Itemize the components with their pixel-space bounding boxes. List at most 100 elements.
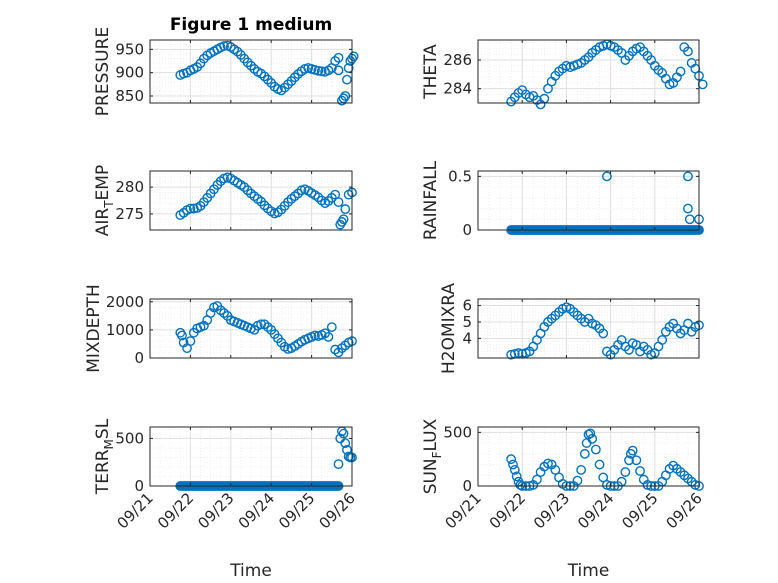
pressure-data-point	[219, 41, 229, 51]
air-temp-data-point	[313, 192, 324, 203]
mixdepth-axes-box	[149, 298, 353, 359]
sun-flux-data-point	[627, 445, 638, 456]
air-temp-data-point	[333, 197, 344, 208]
mixdepth-data-point	[185, 336, 196, 347]
terr-msl-data-point	[338, 428, 349, 439]
rainfall-ytick-label: 0	[462, 221, 472, 239]
air-temp-data-point	[336, 217, 347, 227]
theta-data-point	[697, 79, 708, 90]
air-temp-data-point	[335, 219, 346, 230]
sun-flux-xtick-label: 09/24	[574, 489, 617, 532]
rainfall-data-point	[683, 203, 693, 214]
air-temp-data-point	[242, 185, 253, 196]
rainfall-axes: 0 0.5 RAINFALL	[421, 160, 704, 240]
sun-flux-ytick-label: 0	[462, 477, 472, 495]
sun-flux-data-point	[515, 480, 526, 490]
terr-msl-ylabel: TERRMSL	[93, 418, 116, 495]
pressure-data-point	[289, 72, 300, 83]
sun-flux-xlabel: Time	[567, 561, 610, 581]
sun-flux-data-point	[576, 465, 587, 475]
sun-flux-xtick-label: 09/22	[486, 489, 529, 532]
pressure-data-point	[316, 66, 327, 77]
rainfall-plot-area	[478, 171, 699, 230]
air-temp-axes-box	[149, 170, 353, 231]
sun-flux-data-point	[585, 428, 596, 439]
sun-flux-data-point	[598, 472, 609, 483]
theta-ylabel: THETA	[421, 44, 441, 100]
terr-msl-xtick-label: 09/24	[235, 489, 278, 532]
theta-data-point	[683, 46, 693, 57]
terr-msl-xlabel: Time	[229, 561, 272, 581]
pressure-data-point	[330, 56, 341, 66]
mixdepth-ytick-label: 2000	[106, 293, 144, 311]
rainfall-ytick-label: 0.5	[448, 167, 472, 185]
pressure-axes-box	[149, 39, 353, 104]
terr-msl-ytick-label: 0	[134, 477, 144, 495]
terr-msl-xtick-label: 09/22	[154, 489, 197, 532]
air-temp-data-point	[283, 197, 293, 208]
theta-ytick-label: 286	[443, 51, 472, 69]
sun-flux-data-point	[579, 448, 590, 459]
h2omixra-data-point	[598, 328, 609, 339]
mixdepth-ytick-label: 0	[134, 349, 144, 367]
sun-flux-data-point	[532, 474, 542, 485]
pressure-data-point	[259, 71, 270, 82]
air-temp-data-point	[259, 200, 270, 211]
terr-msl-data-point	[333, 459, 344, 470]
air-temp-data-point	[340, 204, 351, 214]
terr-msl-xtick-label: 09/23	[194, 489, 237, 532]
sun-flux-data-point	[572, 475, 583, 486]
mixdepth-ylabel: MIXDEPTH	[84, 284, 104, 373]
pressure-data-point	[348, 51, 359, 62]
sun-flux-data-point	[631, 455, 642, 466]
pressure-data-point	[262, 74, 273, 85]
air-temp-data-point	[188, 203, 199, 214]
theta-ytick-label: 284	[443, 80, 472, 98]
h2omixra-ytick-label: 6	[462, 297, 472, 315]
pressure-ytick-label: 950	[115, 40, 144, 58]
sun-flux-xtick-label: 09/26	[663, 489, 706, 532]
h2omixra-data-point	[657, 335, 668, 345]
rainfall-data-point	[683, 171, 693, 182]
sun-flux-data-point	[620, 467, 631, 477]
air-temp-data-point	[326, 192, 337, 203]
sun-flux-data-point	[594, 459, 605, 470]
mixdepth-ytick-label: 1000	[106, 321, 144, 339]
pressure-data-point	[333, 65, 344, 76]
h2omixra-data-point	[506, 349, 517, 360]
h2omixra-ytick-label: 5	[462, 313, 472, 331]
mixdepth-data-point	[326, 322, 337, 332]
terr-msl-xtick-label: 09/25	[275, 489, 318, 532]
sun-flux-data-point	[624, 455, 634, 466]
air-temp-data-point	[338, 214, 349, 225]
pressure-ylabel: PRESSURE	[93, 27, 113, 116]
h2omixra-ytick-label: 4	[462, 329, 472, 347]
sun-flux-data-point	[590, 444, 601, 455]
rainfall-axes-box	[477, 170, 700, 231]
sun-flux-xtick-label: 09/25	[618, 489, 661, 532]
air-temp-data-point	[323, 196, 334, 206]
figure-title: Figure 1 medium	[170, 15, 332, 35]
pressure-data-point	[342, 74, 352, 85]
h2omixra-axes-box	[477, 298, 700, 359]
sun-flux-ytick-label: 500	[443, 423, 472, 441]
theta-data-point	[675, 66, 686, 77]
sun-flux-xtick-label: 09/23	[530, 489, 573, 532]
h2omixra-ylabel: H2OMIXRA	[439, 283, 459, 374]
air-temp-ytick-label: 275	[115, 205, 144, 223]
terr-msl-xtick-label: 09/26	[316, 489, 359, 532]
sun-flux-data-point	[508, 459, 518, 470]
pressure-data-point	[283, 79, 293, 90]
pressure-data-point	[246, 60, 256, 71]
pressure-data-point	[333, 52, 344, 63]
terr-msl-xtick-label: 09/21	[114, 489, 157, 532]
terr-msl-data-point	[340, 438, 351, 449]
air-temp-data-point	[239, 182, 250, 192]
pressure-data-point	[279, 82, 290, 93]
